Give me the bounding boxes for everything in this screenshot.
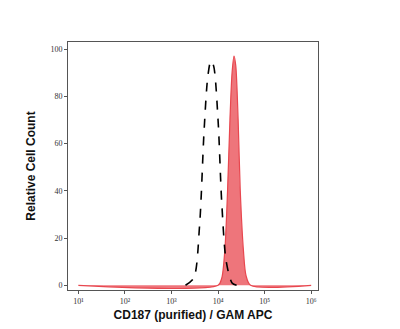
svg-text:20: 20 [54,234,62,243]
svg-text:CD187 (purified) / GAM APC: CD187 (purified) / GAM APC [114,308,273,322]
svg-text:60: 60 [54,139,62,148]
svg-text:0: 0 [58,281,62,290]
svg-text:100: 100 [50,45,62,54]
svg-text:10²: 10² [120,297,131,306]
svg-text:10⁶: 10⁶ [306,297,317,306]
svg-text:10⁵: 10⁵ [259,297,270,306]
svg-text:Relative Cell Count: Relative Cell Count [24,111,38,220]
svg-text:40: 40 [54,187,62,196]
svg-text:10⁴: 10⁴ [213,297,224,306]
svg-text:10¹: 10¹ [73,297,84,306]
svg-text:10³: 10³ [166,297,177,306]
svg-text:80: 80 [54,92,62,101]
